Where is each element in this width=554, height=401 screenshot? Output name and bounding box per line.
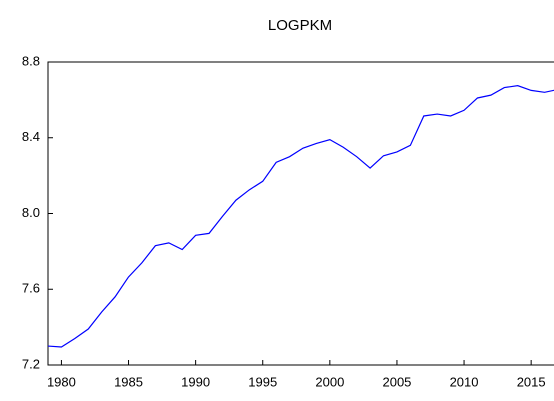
y-tick-label: 8.8 — [22, 53, 40, 68]
x-tick-label: 1995 — [248, 374, 277, 389]
x-tick-label: 2015 — [517, 374, 546, 389]
x-tick-label: 2010 — [450, 374, 479, 389]
y-tick-label: 8.0 — [22, 205, 40, 220]
y-tick-label: 8.4 — [22, 129, 40, 144]
x-tick-label: 1985 — [114, 374, 143, 389]
data-line — [47, 85, 554, 348]
y-tick-label: 7.2 — [22, 356, 40, 371]
x-tick-label: 1990 — [181, 374, 210, 389]
x-tick-label: 2005 — [382, 374, 411, 389]
x-tick-label: 2000 — [315, 374, 344, 389]
plot-frame — [47, 61, 554, 366]
chart-title: LOGPKM — [268, 17, 332, 34]
y-tick-label: 7.6 — [22, 281, 40, 296]
x-tick-label: 1980 — [47, 374, 76, 389]
